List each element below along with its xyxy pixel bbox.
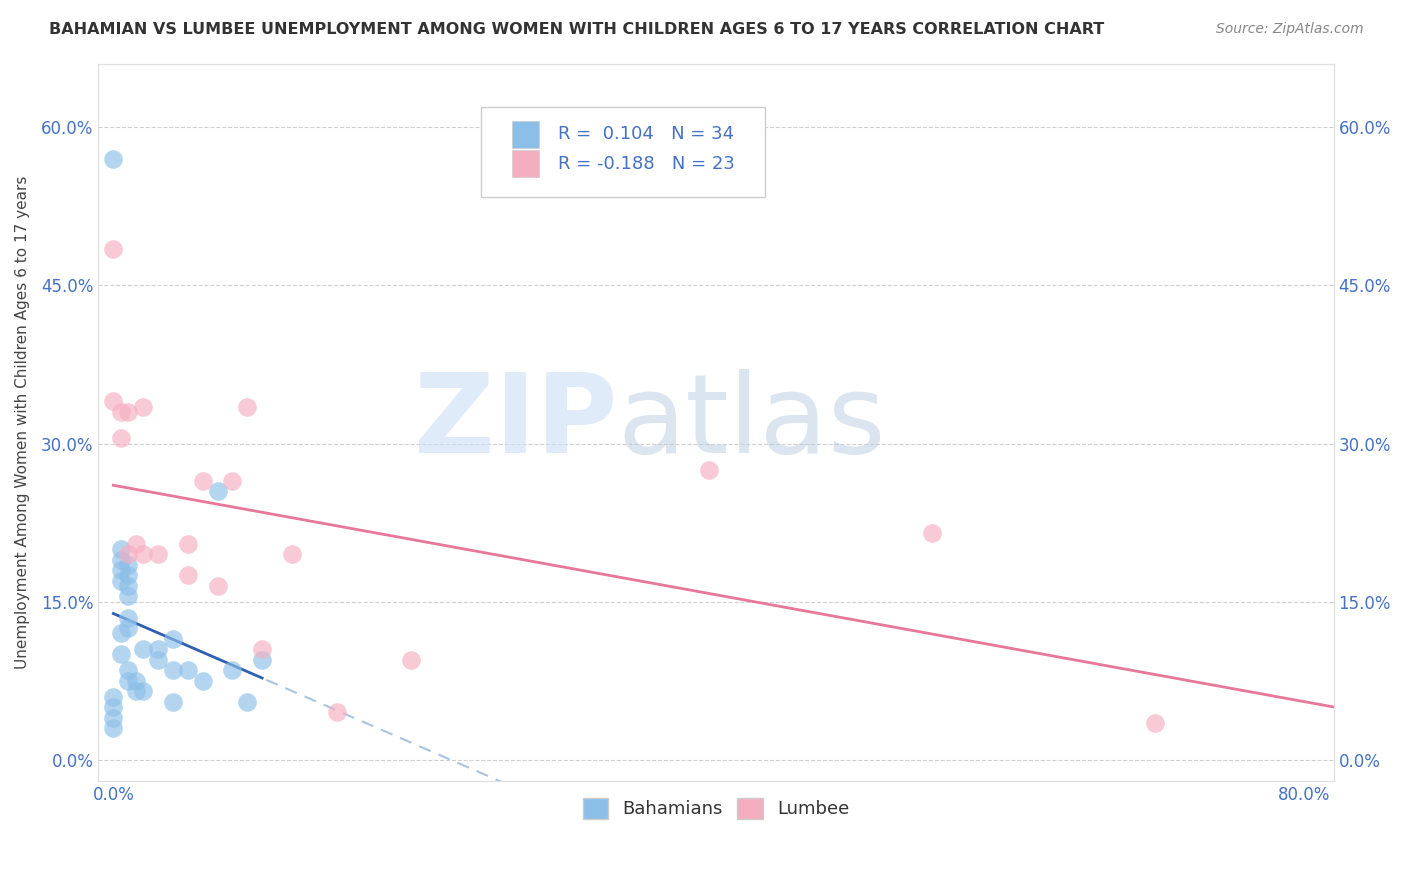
Point	[117, 663, 139, 677]
Point	[117, 568, 139, 582]
Point	[110, 626, 132, 640]
Point	[177, 537, 200, 551]
Text: BAHAMIAN VS LUMBEE UNEMPLOYMENT AMONG WOMEN WITH CHILDREN AGES 6 TO 17 YEARS COR: BAHAMIAN VS LUMBEE UNEMPLOYMENT AMONG WO…	[49, 22, 1105, 37]
Point	[124, 673, 146, 688]
Point	[325, 706, 347, 720]
Text: Source: ZipAtlas.com: Source: ZipAtlas.com	[1216, 22, 1364, 37]
Point	[162, 632, 184, 646]
Point	[117, 590, 139, 604]
Text: R = -0.188   N = 23: R = -0.188 N = 23	[558, 154, 735, 173]
Point	[124, 684, 146, 698]
Point	[221, 663, 243, 677]
Point	[146, 547, 169, 561]
Point	[103, 711, 125, 725]
Point	[146, 653, 169, 667]
Point	[124, 537, 146, 551]
Point	[117, 579, 139, 593]
Point	[110, 552, 132, 566]
Point	[399, 653, 422, 667]
Point	[146, 642, 169, 657]
Point	[117, 673, 139, 688]
Point	[221, 474, 243, 488]
Text: ZIP: ZIP	[413, 369, 617, 476]
FancyBboxPatch shape	[481, 107, 765, 197]
Point	[103, 700, 125, 714]
Legend: Bahamians, Lumbee: Bahamians, Lumbee	[575, 790, 856, 826]
Point	[132, 684, 155, 698]
Point	[250, 653, 273, 667]
Point	[207, 484, 229, 499]
Point	[207, 579, 229, 593]
Point	[103, 394, 125, 409]
Point	[162, 663, 184, 677]
Point	[236, 695, 259, 709]
FancyBboxPatch shape	[512, 120, 540, 148]
Point	[110, 563, 132, 577]
Point	[697, 463, 720, 477]
Point	[132, 642, 155, 657]
Point	[236, 400, 259, 414]
Point	[117, 547, 139, 561]
Point	[103, 690, 125, 704]
Point	[117, 610, 139, 624]
Point	[110, 648, 132, 662]
Point	[103, 242, 125, 256]
Point	[177, 568, 200, 582]
Point	[132, 547, 155, 561]
Point	[103, 721, 125, 735]
Y-axis label: Unemployment Among Women with Children Ages 6 to 17 years: Unemployment Among Women with Children A…	[15, 176, 30, 669]
Point	[281, 547, 304, 561]
Point	[103, 152, 125, 166]
Point	[250, 642, 273, 657]
Text: R =  0.104   N = 34: R = 0.104 N = 34	[558, 125, 734, 144]
Text: atlas: atlas	[617, 369, 886, 476]
Point	[191, 673, 214, 688]
Point	[921, 526, 943, 541]
Point	[132, 400, 155, 414]
Point	[162, 695, 184, 709]
Point	[110, 542, 132, 557]
FancyBboxPatch shape	[512, 150, 540, 178]
Point	[117, 558, 139, 572]
Point	[110, 574, 132, 588]
Point	[177, 663, 200, 677]
Point	[110, 431, 132, 445]
Point	[1144, 716, 1167, 731]
Point	[117, 405, 139, 419]
Point	[117, 621, 139, 635]
Point	[110, 405, 132, 419]
Point	[191, 474, 214, 488]
